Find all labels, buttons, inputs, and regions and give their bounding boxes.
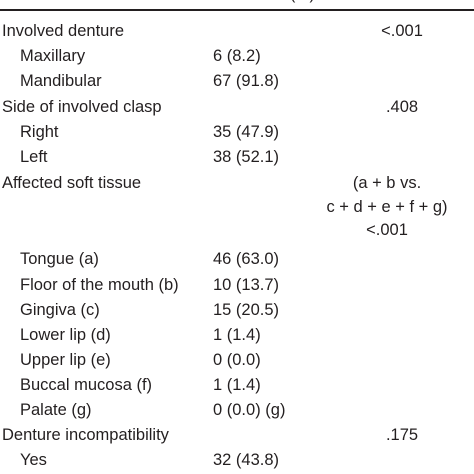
table-row: Right 35 (47.9) — [0, 119, 474, 145]
row-label: Buccal mucosa (f) — [20, 376, 153, 394]
row-label: Affected soft tissue — [2, 174, 142, 192]
table-row: Maxillary 6 (8.2) — [0, 43, 474, 69]
row-label: Floor of the mouth (b) — [20, 276, 179, 294]
table-row: Mandibular 67 (91.8) — [0, 68, 474, 94]
row-p-value: <.001 — [381, 22, 423, 40]
row-value: 38 (52.1) — [213, 148, 280, 166]
row-value: 0 (0.0) (g) — [213, 401, 286, 419]
table-row: Tongue (a) 46 (63.0) — [0, 246, 474, 272]
table-row: Floor of the mouth (b) 10 (13.7) — [0, 272, 474, 298]
row-p-value: .408 — [385, 98, 419, 116]
row-label: Side of involved clasp — [2, 98, 162, 116]
table-row: Gingiva (c) 15 (20.5) — [0, 297, 474, 323]
row-value: 10 (13.7) — [213, 276, 280, 294]
row-label: Gingiva (c) — [20, 301, 100, 319]
row-label: Involved denture — [2, 22, 125, 40]
table-row: Palate (g) 0 (0.0) (g) — [0, 397, 474, 423]
table-row: Affected soft tissue (a + b vs. — [0, 170, 474, 196]
row-label: Upper lip (e) — [20, 351, 111, 369]
table-header-row: (%) — [0, 0, 474, 6]
table-top-rule — [0, 9, 474, 11]
row-label: Mandibular — [20, 72, 102, 90]
table-row: <.001 — [0, 217, 474, 243]
row-value: 0 (0.0) — [213, 351, 261, 369]
table-row: Yes 32 (43.8) — [0, 447, 474, 473]
row-p-value: (a + b vs. — [352, 174, 422, 192]
row-label: Tongue (a) — [20, 250, 99, 268]
row-value: 32 (43.8) — [213, 451, 280, 469]
table-row: Denture incompatibility .175 — [0, 422, 474, 448]
row-p-value: <.001 — [366, 221, 408, 239]
row-label: Lower lip (d) — [20, 326, 111, 344]
row-value: 35 (47.9) — [213, 123, 280, 141]
table-row: Lower lip (d) 1 (1.4) — [0, 322, 474, 348]
table-row: Left 38 (52.1) — [0, 144, 474, 170]
row-value: 1 (1.4) — [213, 326, 261, 344]
row-p-value: c + d + e + f + g) — [326, 198, 448, 216]
row-value: 67 (91.8) — [213, 72, 280, 90]
header-value-column: (%) — [290, 0, 315, 4]
table-row: c + d + e + f + g) — [0, 194, 474, 220]
table-row: Involved denture <.001 — [0, 18, 474, 44]
table-row: Side of involved clasp .408 — [0, 94, 474, 120]
row-label: Palate (g) — [20, 401, 92, 419]
row-label: Right — [20, 123, 59, 141]
row-p-value: .175 — [385, 426, 419, 444]
row-value: 1 (1.4) — [213, 376, 261, 394]
row-label: Left — [20, 148, 48, 166]
row-label: Denture incompatibility — [2, 426, 169, 444]
row-label: Maxillary — [20, 47, 86, 65]
row-value: 6 (8.2) — [213, 47, 261, 65]
row-value: 15 (20.5) — [213, 301, 280, 319]
table-row: Buccal mucosa (f) 1 (1.4) — [0, 372, 474, 398]
table-row: Upper lip (e) 0 (0.0) — [0, 347, 474, 373]
row-label: Yes — [20, 451, 47, 469]
row-value: 46 (63.0) — [213, 250, 280, 268]
